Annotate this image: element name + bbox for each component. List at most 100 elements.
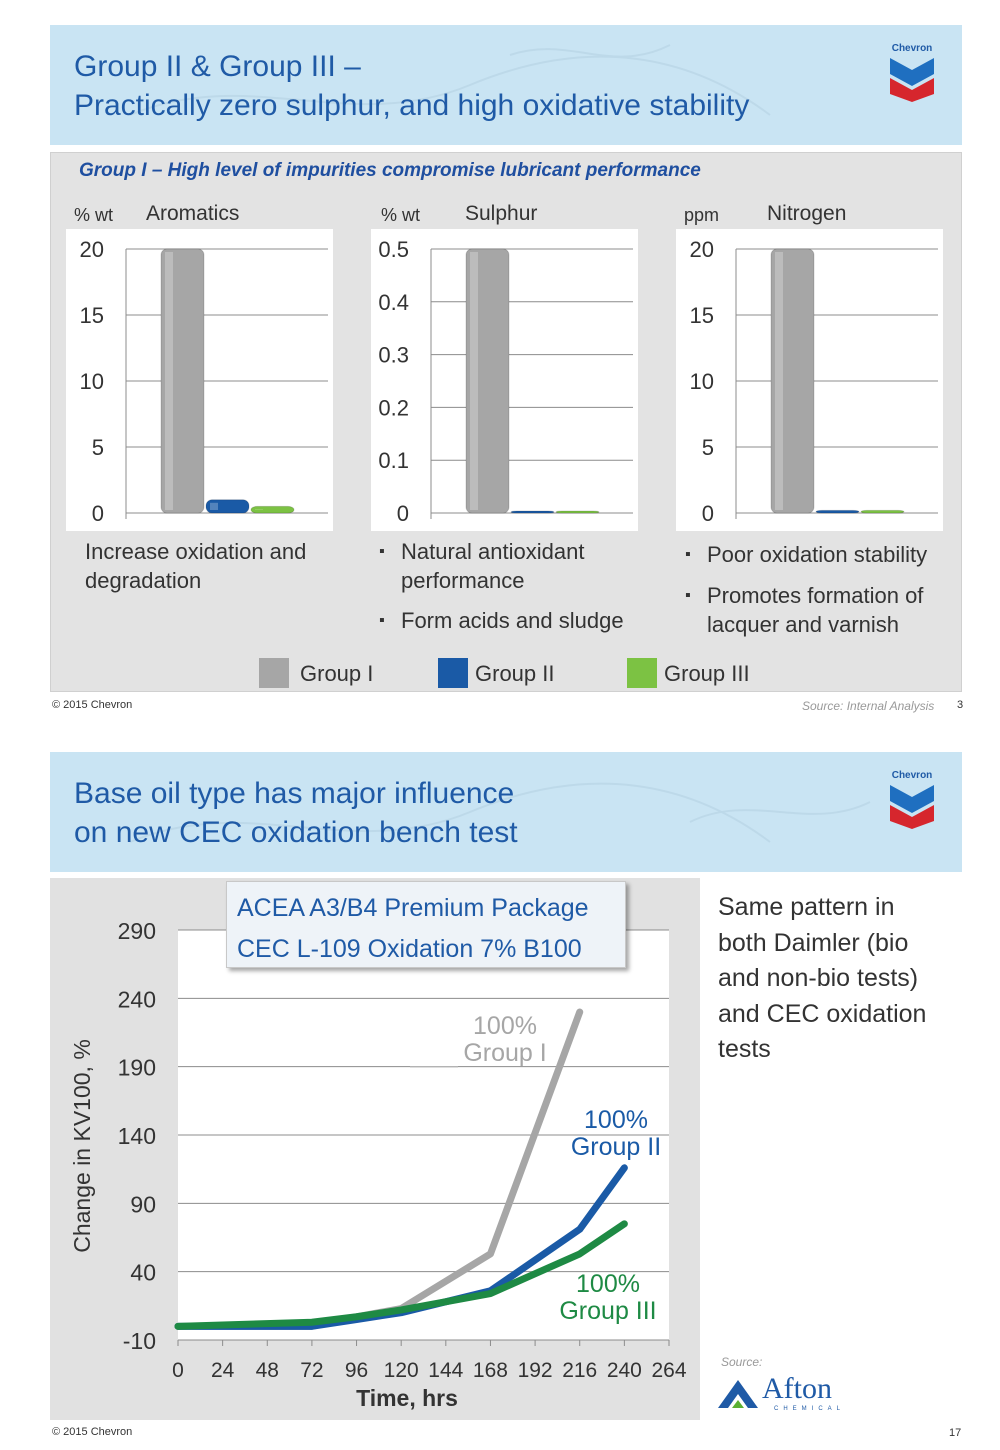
x-tick-label: 72 <box>300 1359 323 1382</box>
y-tick-label: 10 <box>690 369 714 394</box>
slide1-panel: Group I – High level of impurities compr… <box>50 152 962 692</box>
slide1-title: Group II & Group III – Practically zero … <box>74 47 749 125</box>
sulphur-bar-chart: 0 0.1 0.2 0.3 0.4 0.5 <box>371 229 638 531</box>
series-label-pct: 100% <box>584 1106 648 1134</box>
nitrogen-title: Nitrogen <box>767 202 847 225</box>
slide2-chart-panel: -10 40 90 140 190 240 290 0 24 48 72 96 120 144 168 192… <box>50 878 700 1420</box>
sulphur-unit: % wt <box>381 205 421 225</box>
chevron-emblem-icon <box>890 785 934 829</box>
info-box-line2: CEC L-109 Oxidation 7% B100 <box>237 935 582 963</box>
bar-highlight <box>775 252 783 510</box>
x-tick-label: 120 <box>384 1359 419 1382</box>
series-line-group-iii <box>174 1220 628 1330</box>
bar-group-iii <box>250 505 295 514</box>
slide1-title-line1: Group II & Group III – <box>74 50 361 83</box>
y-tick-label: 15 <box>80 303 104 328</box>
afton-wordmark: Afton <box>762 1372 832 1405</box>
series-label-pct: 100% <box>473 1012 537 1040</box>
nitrogen-bullet-2-line1: Promotes formation of <box>707 583 924 608</box>
y-tick-label: 20 <box>690 237 714 262</box>
y-tick-label: -10 <box>123 1328 156 1354</box>
x-tick-label: 240 <box>607 1359 642 1382</box>
bar-highlight <box>210 502 218 510</box>
x-tick-label: 24 <box>211 1359 235 1382</box>
chevron-logo-text: Chevron <box>891 43 933 54</box>
slide1-source: Source: Internal Analysis <box>802 699 935 713</box>
bar-group-i <box>160 248 205 514</box>
sulphur-bullet-2: Form acids and sludge <box>379 606 624 635</box>
bar-group-iii <box>555 510 600 514</box>
slide2-source-label: Source: <box>721 1355 763 1369</box>
y-tick-label: 0.5 <box>378 237 409 262</box>
aromatics-desc-line2: degradation <box>85 568 202 593</box>
info-box-line1: ACEA A3/B4 Premium Package <box>237 894 589 922</box>
aromatics-desc-line1: Increase oxidation and <box>85 539 307 564</box>
bar-group-i <box>465 248 510 514</box>
slide2-footer: © 2015 Chevron <box>52 1426 133 1438</box>
nitrogen-bullet-2-line2: lacquer and varnish <box>707 612 900 637</box>
legend-label-group2: Group II <box>475 661 555 686</box>
series-label-group: Group II <box>571 1133 661 1161</box>
bar-group-ii <box>205 499 250 514</box>
aromatics-unit: % wt <box>74 205 114 225</box>
y-tick-label: 5 <box>92 435 104 460</box>
chevron-emblem-icon <box>890 58 934 102</box>
x-tick-label: 192 <box>518 1359 553 1382</box>
y-tick-label: 0.4 <box>378 290 409 315</box>
x-tick-label: 0 <box>172 1359 184 1382</box>
y-tick-label: 0 <box>702 501 714 526</box>
bar-group-i <box>770 248 815 514</box>
x-tick-label: 216 <box>562 1359 597 1382</box>
series-label-group: Group III <box>559 1297 656 1325</box>
slide1-title-line2: Practically zero sulphur, and high oxida… <box>74 89 750 122</box>
slide1-title-banner: Group II & Group III – Practically zero … <box>50 25 962 145</box>
chart-info-box: ACEA A3/B4 Premium Package CEC L-109 Oxi… <box>226 881 626 968</box>
slide2-side-text: Same pattern in both Daimler (bio and no… <box>718 890 958 1068</box>
watermark-doodle <box>129 782 871 843</box>
y-tick-label: 240 <box>118 986 156 1012</box>
y-tick-label: 0.1 <box>378 448 409 473</box>
aromatics-description: Increase oxidation and degradation <box>85 537 306 595</box>
bar-highlight <box>165 252 173 510</box>
y-tick-label: 0.3 <box>378 343 409 368</box>
chevron-logo: Chevron <box>886 770 938 832</box>
watermark-doodle <box>129 44 771 116</box>
nitrogen-unit: ppm <box>684 205 720 225</box>
aromatics-bar-chart: 0 5 10 15 20 <box>66 229 333 531</box>
series-label-pct: 100% <box>576 1270 640 1298</box>
x-tick-label: 48 <box>256 1359 279 1382</box>
slide1-footer: © 2015 Chevron <box>52 699 133 711</box>
y-tick-label: 0.2 <box>378 395 409 420</box>
y-tick-label: 90 <box>130 1191 156 1217</box>
y-tick-label: 5 <box>702 435 714 460</box>
x-axis-label: Time, hrs <box>356 1385 458 1411</box>
x-tick-label: 264 <box>651 1359 686 1382</box>
side-text-line3: and non-bio tests) <box>718 964 919 992</box>
side-text-line2: both Daimler (bio <box>718 928 909 957</box>
aromatics-title: Aromatics <box>146 202 240 225</box>
y-tick-label: 140 <box>118 1123 156 1149</box>
y-tick-label: 290 <box>118 918 156 944</box>
slide1-subtitle: Group I – High level of impurities compr… <box>79 160 701 181</box>
nitrogen-bullet-1: Poor oxidation stability <box>685 540 927 569</box>
y-tick-label: 0 <box>92 501 104 526</box>
sulphur-title: Sulphur <box>465 202 538 225</box>
x-tick-label: 144 <box>428 1359 463 1382</box>
bar-group-ii <box>815 509 860 514</box>
y-axis-label: Change in KV100, % <box>69 1039 95 1253</box>
x-tick-label: 168 <box>473 1359 508 1382</box>
y-tick-label: 190 <box>118 1055 156 1081</box>
slide2-title: Base oil type has major influence on new… <box>74 774 518 852</box>
slide2-title-line1: Base oil type has major influence <box>74 777 515 810</box>
x-tick-label: 96 <box>345 1359 368 1382</box>
afton-logo: Afton CHEMICAL <box>714 1372 864 1418</box>
series-label-group: Group I <box>463 1039 546 1067</box>
legend-swatch-group3 <box>627 658 657 688</box>
slide1-page-number: 3 <box>957 699 964 711</box>
slide2-title-line2: on new CEC oxidation bench test <box>74 816 518 849</box>
y-tick-label: 40 <box>130 1260 156 1286</box>
legend-swatch-group1 <box>259 658 289 688</box>
y-tick-label: 10 <box>80 369 104 394</box>
legend-label-group1: Group I <box>300 661 374 686</box>
side-text-line4: and CEC oxidation <box>718 999 927 1028</box>
